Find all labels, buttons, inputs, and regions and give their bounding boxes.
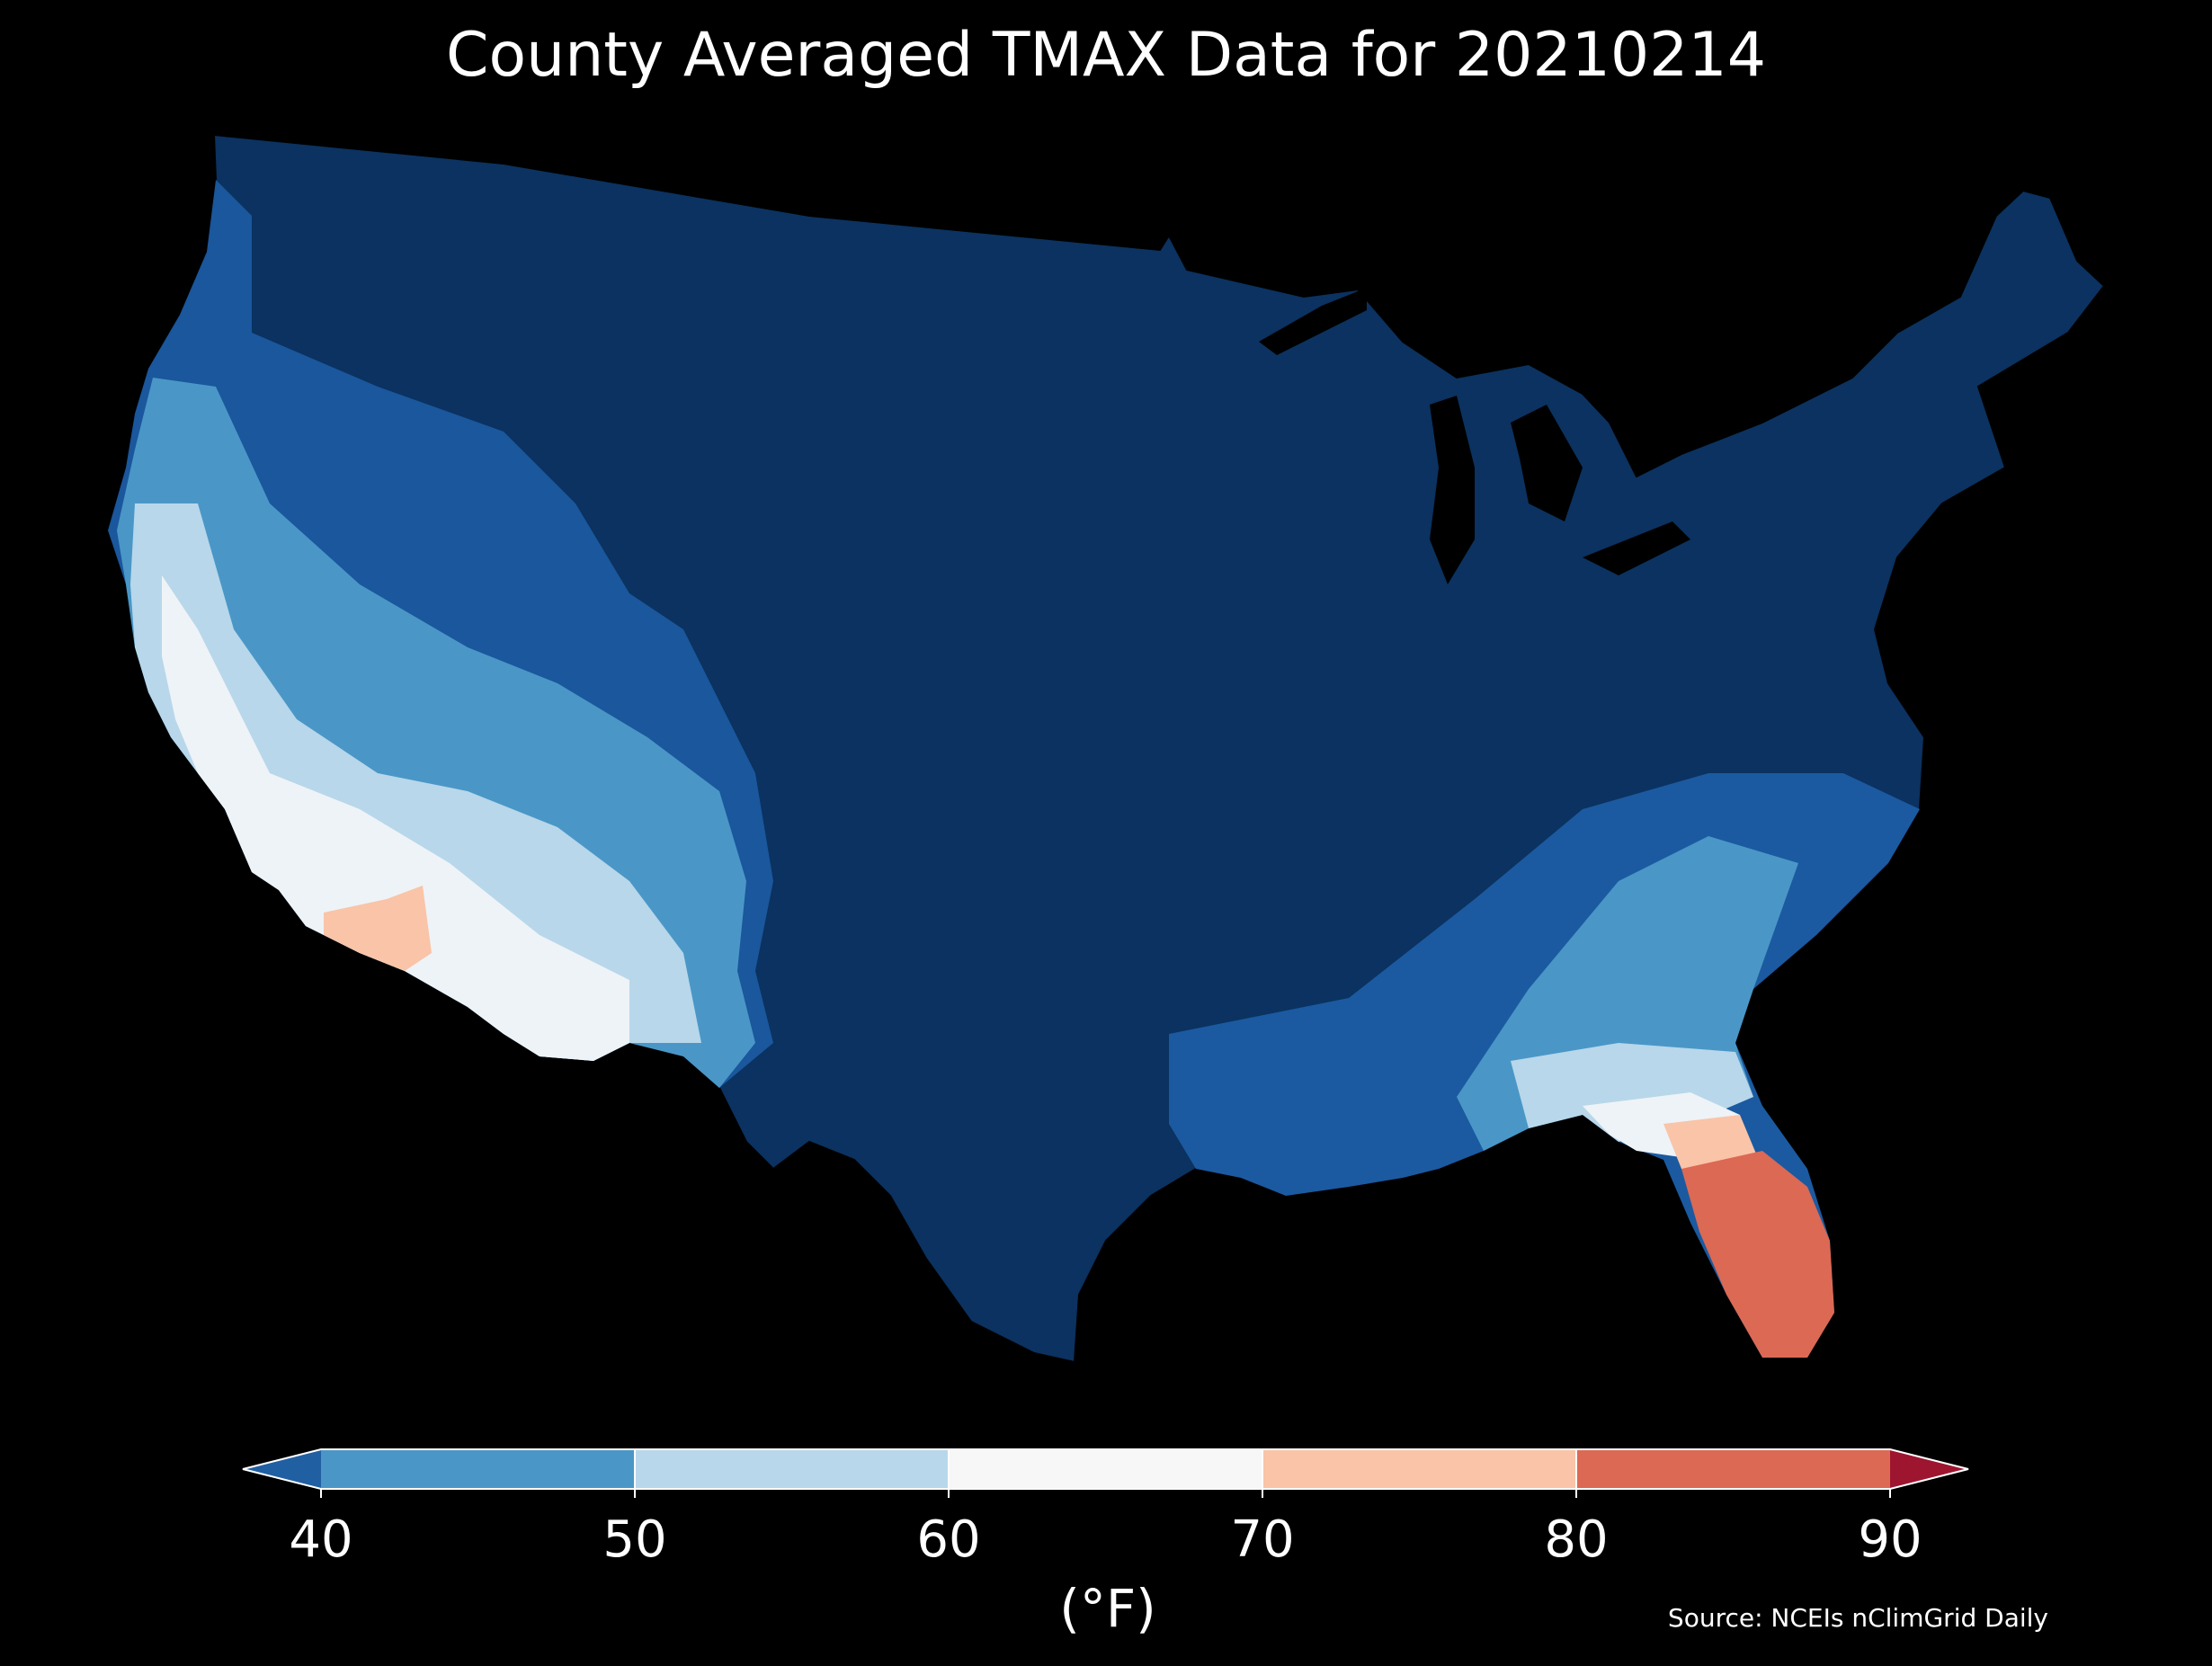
- source-credit: Source: NCEIs nClimGrid Daily: [1667, 1603, 2048, 1633]
- colorbar-tick-label: 70: [1230, 1510, 1295, 1569]
- colorbar-unit-label: (°F): [1059, 1578, 1156, 1639]
- colorbar-tick-label: 50: [602, 1510, 667, 1569]
- colorbar-tick-label: 90: [1858, 1510, 1922, 1569]
- lake-erie: [1583, 521, 1690, 575]
- low-desert-neutral-region: [162, 575, 629, 1061]
- colorbar-tick-label: 40: [289, 1510, 353, 1569]
- colorbar-group: [242, 1448, 1969, 1498]
- colorbar-bin-3: [1262, 1449, 1576, 1489]
- colorbar-bin-0: [321, 1449, 635, 1489]
- lake-superior: [1259, 288, 1367, 355]
- lake-michigan: [1430, 396, 1475, 584]
- map-title: County Averaged TMAX Data for 20210214: [446, 20, 1766, 91]
- lake-huron: [1511, 405, 1583, 521]
- colorbar-tick-label: 80: [1544, 1510, 1609, 1569]
- colorbar-under-arrow: [243, 1449, 321, 1489]
- colorbar-bin-1: [635, 1449, 949, 1489]
- colorbar-tick-label: 60: [916, 1510, 981, 1569]
- colorbar-bin-2: [949, 1449, 1262, 1489]
- florida-hot-region: [1681, 1151, 1834, 1358]
- arizona-warm-counties: [324, 886, 432, 971]
- colorbar-over-arrow: [1890, 1449, 1968, 1489]
- colorbar-bin-4: [1576, 1449, 1890, 1489]
- desert-mild-region: [130, 503, 701, 1061]
